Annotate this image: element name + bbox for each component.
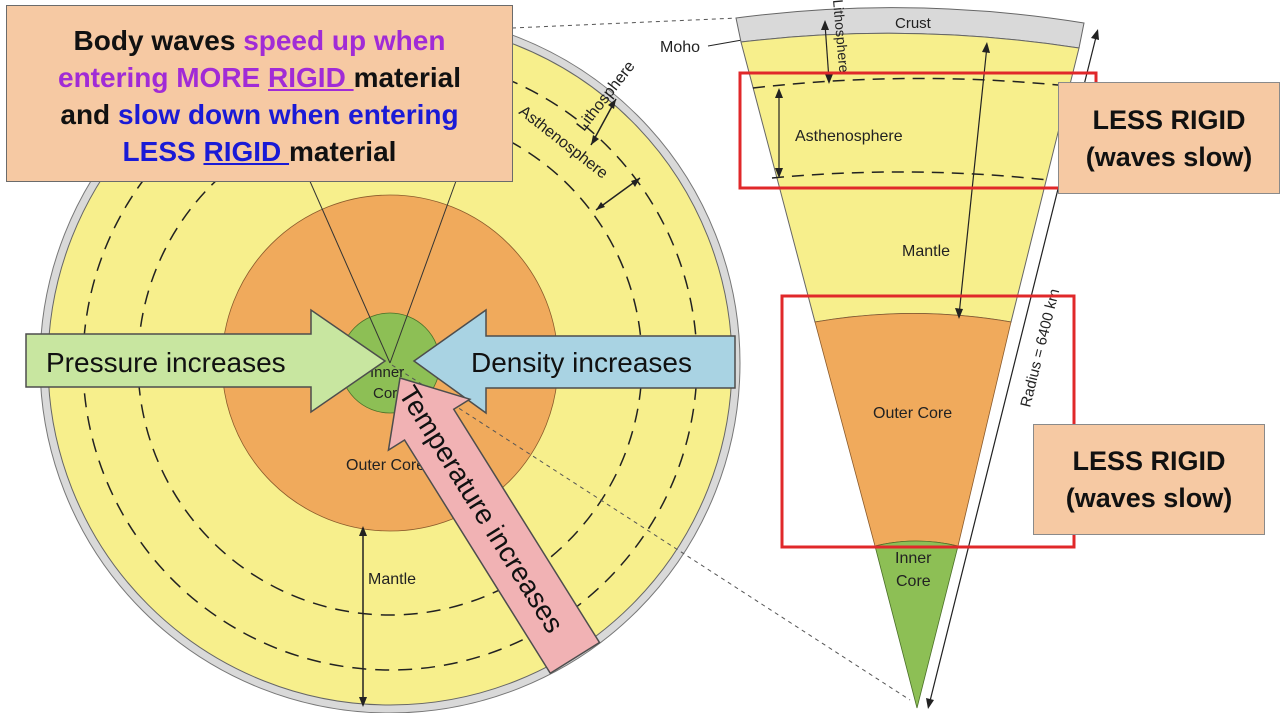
outer-core-label-wedge: Outer Core <box>873 405 952 422</box>
callout-rigid-text: RIGID <box>268 62 354 93</box>
moho-leader <box>707 39 743 47</box>
wedge-mantle <box>740 32 1080 323</box>
asthenosphere-label-wedge: Asthenosphere <box>795 128 903 145</box>
callout-line-1: Body waves speed up when <box>7 22 512 59</box>
radius-label: Radius = 6400 km <box>1017 287 1063 409</box>
arrowhead <box>926 698 934 709</box>
arrowhead <box>821 20 829 30</box>
outer-core-label-circle: Outer Core <box>346 457 425 474</box>
crust-label: Crust <box>895 15 932 32</box>
mantle-label-wedge: Mantle <box>902 243 950 260</box>
wedge-lithosphere-arrow <box>824 23 830 81</box>
mantle-label-circle: Mantle <box>368 571 416 588</box>
temperature-arrow <box>387 377 601 675</box>
wedge-lithosphere-boundary <box>752 77 1069 89</box>
less-rigid-title: LESS RIGID <box>1072 446 1226 476</box>
arrowhead <box>1091 29 1099 40</box>
arrowhead <box>359 697 367 707</box>
less-rigid-box-asthenosphere: LESS RIGID (waves slow) <box>1058 82 1280 194</box>
callout-more-text: entering MORE <box>58 62 269 93</box>
callout-text: material <box>289 136 397 167</box>
arrowhead <box>775 88 783 98</box>
callout-slow-down-text: slow down when entering <box>117 99 459 130</box>
wedge-asthenosphere-boundary <box>771 171 1049 181</box>
arrowhead <box>359 526 367 536</box>
arrowhead <box>596 202 605 210</box>
callout-speed-up-text: speed up when <box>243 25 446 56</box>
moho-label: Moho <box>660 39 700 56</box>
inner-core-label-circle-1: Inner <box>370 364 404 381</box>
outer-core-highlight-box <box>780 294 1076 549</box>
wedge-mantle-arrow <box>958 45 988 316</box>
arrowhead <box>631 178 640 187</box>
arrowhead <box>982 42 990 53</box>
less-rigid-title: LESS RIGID <box>1092 105 1246 135</box>
arrowhead <box>775 168 783 178</box>
callout-text: and <box>60 99 118 130</box>
callout-line-2: entering MORE RIGID material <box>7 59 512 96</box>
lithosphere-label-wedge: Lithosphere <box>830 0 852 73</box>
density-arrow <box>412 308 736 415</box>
callout-less-text: LESS <box>122 136 204 167</box>
inner-core-label-wedge-2: Core <box>896 573 931 590</box>
wedge-line-left <box>304 169 391 364</box>
body-waves-callout: Body waves speed up when entering MORE R… <box>6 5 513 182</box>
wedge-outer-core <box>814 313 1012 547</box>
wedge-line-right <box>389 169 461 364</box>
arrowhead <box>825 74 833 84</box>
arrowhead <box>591 135 599 145</box>
zoom-guide-bottom <box>391 364 911 701</box>
callout-line-4: LESS RIGID material <box>7 133 512 170</box>
callout-text: material <box>353 62 461 93</box>
callout-line-3: and slow down when entering <box>7 96 512 133</box>
arrowhead <box>955 308 963 319</box>
density-arrow-label: Density increases <box>471 347 692 378</box>
waves-slow-note: (waves slow) <box>1065 483 1233 513</box>
inner-core-label-wedge-1: Inner <box>895 550 932 567</box>
less-rigid-box-outer-core: LESS RIGID (waves slow) <box>1033 424 1265 535</box>
pressure-arrow <box>25 308 387 414</box>
arrowhead <box>608 99 616 109</box>
zoom-guide-top <box>511 17 739 29</box>
waves-slow-note: (waves slow) <box>1085 142 1253 172</box>
pressure-arrow-label: Pressure increases <box>46 347 286 378</box>
callout-rigid-text: RIGID <box>203 136 290 167</box>
callout-text: Body waves <box>73 25 244 56</box>
